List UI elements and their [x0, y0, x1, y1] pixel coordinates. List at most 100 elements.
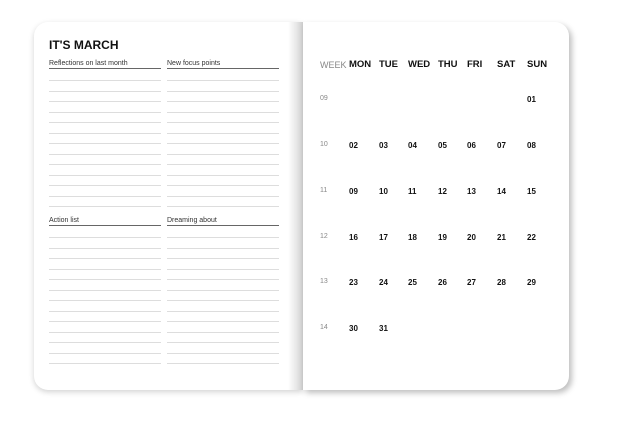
writing-line[interactable] — [167, 80, 279, 81]
writing-line[interactable] — [49, 80, 161, 81]
calendar-date[interactable]: 03 — [379, 141, 388, 150]
day-header-tue: TUE — [379, 59, 398, 70]
writing-line[interactable] — [49, 122, 161, 123]
writing-line[interactable] — [167, 321, 279, 322]
writing-line[interactable] — [49, 237, 161, 238]
page-title: IT'S MARCH — [49, 38, 119, 52]
calendar-date[interactable]: 17 — [379, 233, 388, 242]
calendar-date[interactable]: 29 — [527, 278, 536, 287]
planner-spread: IT'S MARCH Reflections on last month New … — [34, 22, 572, 390]
writing-line[interactable] — [49, 300, 161, 301]
week-number: 09 — [320, 95, 328, 102]
writing-line[interactable] — [49, 185, 161, 186]
writing-line[interactable] — [167, 258, 279, 259]
calendar-date[interactable]: 24 — [379, 278, 388, 287]
writing-line[interactable] — [49, 268, 161, 270]
section-header: Reflections on last month — [49, 60, 161, 69]
calendar-date[interactable]: 16 — [349, 233, 358, 242]
calendar-date[interactable]: 01 — [527, 95, 536, 104]
writing-line[interactable] — [167, 331, 279, 333]
writing-line[interactable] — [49, 164, 161, 165]
writing-line[interactable] — [167, 310, 279, 312]
writing-line[interactable] — [49, 321, 161, 322]
writing-line[interactable] — [167, 164, 279, 165]
writing-line[interactable] — [167, 122, 279, 123]
week-number: 12 — [320, 233, 328, 240]
writing-line[interactable] — [49, 258, 161, 259]
left-page: IT'S MARCH Reflections on last month New … — [34, 22, 303, 390]
calendar-date[interactable]: 28 — [497, 278, 506, 287]
calendar-date[interactable]: 19 — [438, 233, 447, 242]
writing-line[interactable] — [167, 300, 279, 301]
writing-line[interactable] — [49, 289, 161, 291]
writing-line[interactable] — [49, 111, 161, 113]
writing-line[interactable] — [49, 247, 161, 249]
calendar-page: WEEK MON TUE WED THU FRI SAT SUN 09 01 10 02 03 04 05 0… — [303, 22, 569, 390]
calendar-date[interactable]: 26 — [438, 278, 447, 287]
week-number: 13 — [320, 278, 328, 285]
calendar-date[interactable]: 05 — [438, 141, 447, 150]
writing-line[interactable] — [49, 310, 161, 312]
writing-line[interactable] — [167, 111, 279, 113]
writing-line[interactable] — [49, 352, 161, 354]
calendar-date[interactable]: 10 — [379, 187, 388, 196]
writing-line[interactable] — [49, 195, 161, 197]
writing-line[interactable] — [167, 101, 279, 102]
calendar-date[interactable]: 23 — [349, 278, 358, 287]
writing-line[interactable] — [167, 90, 279, 92]
writing-line[interactable] — [49, 206, 161, 207]
writing-line[interactable] — [49, 101, 161, 102]
writing-line[interactable] — [167, 363, 279, 364]
calendar-date[interactable]: 02 — [349, 141, 358, 150]
writing-line[interactable] — [167, 174, 279, 176]
writing-line[interactable] — [49, 90, 161, 92]
writing-line[interactable] — [49, 132, 161, 134]
writing-line[interactable] — [167, 143, 279, 144]
calendar-date[interactable]: 09 — [349, 187, 358, 196]
writing-line[interactable] — [167, 289, 279, 291]
calendar-date[interactable]: 07 — [497, 141, 506, 150]
day-header-sat: SAT — [497, 59, 516, 70]
writing-line[interactable] — [49, 153, 161, 155]
day-header-thu: THU — [438, 59, 458, 70]
writing-line[interactable] — [167, 153, 279, 155]
writing-line[interactable] — [167, 195, 279, 197]
writing-line[interactable] — [167, 237, 279, 238]
day-header-wed: WED — [408, 59, 431, 70]
calendar-date[interactable]: 08 — [527, 141, 536, 150]
week-number: 10 — [320, 141, 328, 148]
writing-line[interactable] — [167, 342, 279, 343]
calendar-date[interactable]: 21 — [497, 233, 506, 242]
writing-line[interactable] — [167, 352, 279, 354]
writing-line[interactable] — [167, 279, 279, 280]
calendar-date[interactable]: 30 — [349, 324, 358, 333]
calendar-date[interactable]: 14 — [497, 187, 506, 196]
calendar-date[interactable]: 18 — [408, 233, 417, 242]
writing-line[interactable] — [167, 132, 279, 134]
calendar-date[interactable]: 06 — [467, 141, 476, 150]
writing-line[interactable] — [49, 363, 161, 364]
calendar-date[interactable]: 15 — [527, 187, 536, 196]
calendar-date[interactable]: 22 — [527, 233, 536, 242]
writing-line[interactable] — [167, 185, 279, 186]
section-header: Action list — [49, 217, 161, 226]
section-header: Dreaming about — [167, 217, 279, 226]
writing-line[interactable] — [49, 174, 161, 176]
writing-line[interactable] — [167, 268, 279, 270]
calendar-date[interactable]: 27 — [467, 278, 476, 287]
calendar-date[interactable]: 12 — [438, 187, 447, 196]
day-header-fri: FRI — [467, 59, 483, 70]
writing-line[interactable] — [49, 342, 161, 343]
calendar-date[interactable]: 11 — [408, 187, 417, 196]
calendar-date[interactable]: 13 — [467, 187, 476, 196]
week-number: 14 — [320, 324, 328, 331]
writing-line[interactable] — [167, 206, 279, 207]
calendar-date[interactable]: 31 — [379, 324, 388, 333]
calendar-date[interactable]: 25 — [408, 278, 417, 287]
calendar-date[interactable]: 04 — [408, 141, 417, 150]
writing-line[interactable] — [49, 143, 161, 144]
writing-line[interactable] — [49, 331, 161, 333]
calendar-date[interactable]: 20 — [467, 233, 476, 242]
writing-line[interactable] — [167, 247, 279, 249]
writing-line[interactable] — [49, 279, 161, 280]
